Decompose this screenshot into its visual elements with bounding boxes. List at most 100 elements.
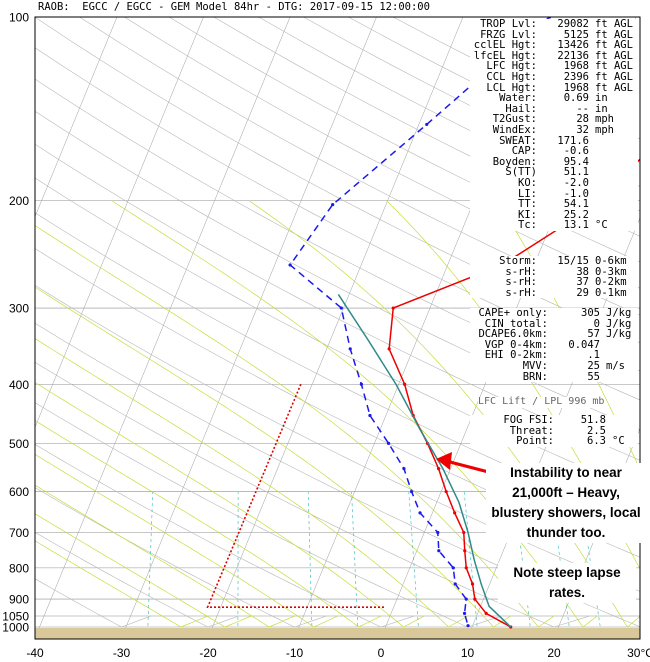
dewpoint-point [386, 441, 391, 445]
stat-value: 57 [587, 328, 600, 341]
stat-value: 55 [587, 370, 600, 383]
moist-adiabat [35, 338, 468, 628]
dry-adiabat [35, 578, 152, 628]
stat-row: BRN: 55 [470, 370, 638, 383]
dry-adiabat [35, 402, 502, 628]
stat-unit [606, 415, 612, 426]
stat-value: 37 [576, 276, 589, 289]
dewpoint-point [436, 530, 440, 535]
stat-row: TT: 54.1 [470, 199, 638, 210]
pressure-tick-label: 1000 [2, 621, 29, 635]
background-lines [35, 17, 650, 639]
stat-row: CCL Hgt: 2396 ft AGL [470, 72, 638, 83]
stat-label: Tc: [518, 219, 537, 232]
stat-label: CAPE+ only: [478, 307, 548, 319]
stat-label: TT: [518, 198, 537, 211]
stat-label: LI: [518, 187, 537, 200]
dewpoint-point [464, 597, 468, 601]
stat-unit [589, 189, 595, 200]
stat-value: 13.1 [563, 219, 589, 232]
stat-unit [589, 178, 595, 189]
stat-value: 95.4 [563, 155, 589, 168]
stat-label: cclEL Hgt: [473, 39, 537, 52]
stat-label: s-rH: [505, 276, 537, 289]
pressure-tick-label: 400 [9, 378, 29, 392]
dry-adiabat [35, 531, 239, 628]
stat-value: 25 [587, 359, 600, 372]
temperature-tick-label: -10 [286, 646, 304, 660]
stat-value: 1968 [563, 81, 589, 94]
stat-row: Hail: -- in [470, 104, 638, 115]
stat-unit: ft AGL [595, 28, 633, 41]
stat-label: FRZG Lvl: [480, 28, 537, 41]
dry-adiabat [35, 444, 415, 628]
temperature-point [473, 597, 477, 601]
pressure-tick-label: 800 [9, 561, 29, 575]
stat-label: CIN total: [484, 317, 548, 330]
stat-row: Point: 6.3 °C [470, 436, 638, 447]
stat-row: Tc: 13.1 °C [470, 220, 638, 231]
temperature-tick-label: 0 [378, 646, 385, 660]
temperature-line [388, 158, 640, 628]
stat-label: DCAPE6.0km: [478, 328, 548, 341]
stat-unit: 0-3km [595, 265, 627, 278]
temperature-point [436, 467, 441, 471]
stat-row: CAPE+ only: 305 J/kg [470, 308, 638, 319]
stat-row: FRZG Lvl: 5125 ft AGL [470, 28, 638, 41]
stat-unit: in [595, 92, 608, 105]
stat-value: 2.5 [587, 424, 606, 437]
stat-row: TROP Lvl: 29082 ft AGL [470, 19, 638, 30]
temperature-tick-label: -40 [26, 646, 44, 660]
moist-adiabat [35, 420, 382, 628]
dewpoint-point [402, 467, 406, 471]
stat-row: LCL Hgt: 1968 ft AGL [470, 81, 638, 94]
temperature-point [387, 347, 391, 351]
stat-row: FOG FSI: 51.8 [470, 415, 638, 426]
isotherm-line [121, 17, 377, 639]
stat-value: -1.0 [563, 187, 589, 200]
stat-label: TROP Lvl: [480, 18, 537, 30]
stat-unit [589, 157, 595, 168]
dewpoint-point [425, 122, 429, 127]
stat-value: 28 [576, 113, 589, 126]
stat-row: s-rH: 29 0-1km [470, 288, 638, 299]
isotherm-line [641, 17, 650, 638]
stat-unit: ft AGL [595, 81, 633, 94]
stat-label: Boyden: [492, 155, 537, 168]
plot-frame [34, 16, 641, 640]
stat-label: Storm: [499, 255, 537, 267]
stat-unit: ft AGL [595, 39, 633, 52]
stat-unit: °C [595, 219, 608, 232]
stat-value: 5125 [563, 28, 589, 41]
stat-unit: mph [595, 113, 614, 126]
dry-adiabat [35, 143, 640, 461]
moist-adiabat [35, 513, 252, 628]
stat-value: 171.6 [557, 134, 589, 147]
stat-value: 0.69 [563, 92, 589, 105]
stat-label: Hail: [505, 102, 537, 115]
annotation-lapse-rates: Note steep lapse rates. [498, 563, 636, 603]
temperature-tick-label: 20 [547, 646, 561, 660]
storm-panel: Storm: 15/15 0-6km s-rH: 38 0-3km s-rH: 37 0-2km… [470, 255, 638, 299]
dewpoint-point [410, 490, 414, 494]
stat-label: KI: [518, 208, 537, 221]
temperature-point [464, 566, 468, 570]
stat-row: WindEx: 32 mph [470, 125, 638, 136]
moist-adiabat [35, 382, 425, 628]
stat-label: SWEAT: [499, 134, 537, 147]
stat-label: MVV: [522, 359, 548, 372]
stat-row: SWEAT: 171.6 [470, 134, 638, 147]
stat-row: T2Gust: 28 mph [470, 114, 638, 125]
stat-label: WindEx: [492, 123, 537, 136]
stat-label: FOG FSI: [503, 414, 554, 426]
stat-value: 38 [576, 265, 589, 278]
stat-row: LI: -1.0 [470, 187, 638, 200]
stat-unit [589, 167, 595, 178]
stat-unit: m/s [606, 359, 625, 372]
stat-label: S(TT) [505, 166, 537, 179]
stat-value: 0.047 [568, 338, 600, 351]
pressure-tick-label: 100 [9, 11, 29, 25]
temperature-tick-label: -30 [113, 646, 131, 660]
dewpoint-point [359, 382, 363, 386]
